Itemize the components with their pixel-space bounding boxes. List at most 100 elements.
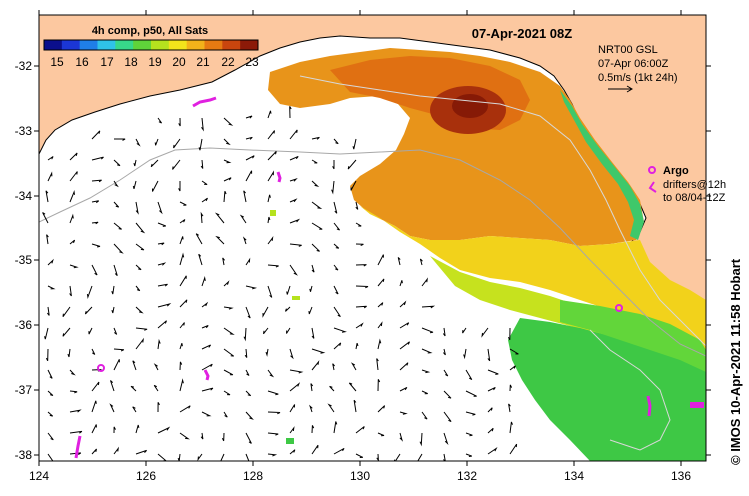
current-vector-arrow xyxy=(223,177,232,182)
current-vectors xyxy=(42,106,519,461)
current-vector-arrow xyxy=(267,285,273,298)
current-vector-arrow xyxy=(333,201,338,214)
sst-speck xyxy=(286,438,294,444)
current-vector-arrow xyxy=(111,285,115,295)
current-vector-arrow xyxy=(91,156,104,161)
current-vector-arrow xyxy=(109,403,115,413)
current-vector-arrow xyxy=(509,348,519,355)
current-vector-arrow xyxy=(332,363,335,371)
current-vector-arrow xyxy=(69,285,72,297)
argo-float-marker xyxy=(615,304,623,312)
current-vector-arrow xyxy=(157,426,171,434)
current-vector-arrow xyxy=(179,343,183,350)
sst-warm-region xyxy=(268,48,644,246)
current-vector-arrow xyxy=(399,386,408,392)
colorbar-title: 4h comp, p50, All Sats xyxy=(92,25,208,37)
current-vector-arrow xyxy=(267,390,279,396)
bathymetry-contour xyxy=(39,147,706,357)
current-vector-arrow xyxy=(179,275,187,287)
current-vector-arrow xyxy=(178,181,181,192)
current-vector-arrow xyxy=(179,432,190,440)
current-vector-arrow xyxy=(47,432,54,441)
current-vector-arrow xyxy=(311,327,315,339)
current-vector-arrow xyxy=(355,222,362,227)
current-vector-arrow xyxy=(377,338,382,350)
current-vector-arrow xyxy=(69,264,79,269)
current-vector-arrow xyxy=(132,406,137,413)
current-vector-arrow xyxy=(443,453,446,461)
current-vector-arrow xyxy=(135,222,146,234)
current-vector-arrow xyxy=(47,411,54,417)
current-vector-arrow xyxy=(113,222,122,230)
current-vector-arrow xyxy=(377,321,383,329)
current-vector-arrow xyxy=(443,348,446,356)
colorbar-frame xyxy=(43,39,259,51)
current-vector-arrow xyxy=(267,235,274,245)
current-vector-arrow xyxy=(91,381,100,392)
current-vector-arrow xyxy=(377,379,381,392)
current-vector-arrow xyxy=(84,306,93,315)
current-vector-arrow xyxy=(245,453,250,461)
current-vector-arrow xyxy=(333,264,339,271)
colorbar-swatch xyxy=(97,40,116,50)
current-vector-arrow xyxy=(311,159,318,164)
colorbar-swatch xyxy=(240,40,259,50)
current-vector-arrow xyxy=(377,254,384,266)
current-vector-arrow xyxy=(421,327,434,334)
current-vector-arrow xyxy=(350,362,357,371)
current-vector-arrow xyxy=(91,200,100,204)
current-vector-arrow xyxy=(69,152,78,161)
current-vector-arrow xyxy=(201,387,214,392)
current-vector-arrow xyxy=(46,234,49,245)
current-vector-arrow xyxy=(179,322,185,329)
current-vector-arrow xyxy=(91,130,101,140)
current-vector-arrow xyxy=(179,405,191,413)
current-vector-arrow xyxy=(289,449,296,455)
current-vector-arrow xyxy=(179,252,185,266)
current-vector-arrow xyxy=(223,327,235,335)
current-vector-arrow xyxy=(267,432,279,436)
argo-legend: Argo drifters@12h to 08/04-12Z xyxy=(648,165,726,204)
x-tick-label: 132 xyxy=(457,469,477,483)
current-vector-arrow xyxy=(355,243,364,247)
current-vector-arrow xyxy=(157,283,168,287)
current-vector-arrow xyxy=(197,453,203,461)
current-vector-arrow xyxy=(179,361,183,371)
current-vector-arrow xyxy=(245,155,255,161)
colorbar-swatch xyxy=(115,40,134,50)
current-vector-arrow xyxy=(263,327,269,335)
current-info-line: 07-Apr 06:00Z xyxy=(598,58,669,70)
current-vector-arrow xyxy=(286,327,291,334)
current-vector-arrow xyxy=(465,411,476,416)
current-vector-arrow xyxy=(333,421,338,434)
current-vector-arrow xyxy=(157,201,163,215)
current-vector-arrow xyxy=(47,306,50,316)
current-vector-arrow xyxy=(178,117,181,127)
current-vector-arrow xyxy=(114,138,126,141)
current-vector-arrow xyxy=(242,236,247,245)
current-vector-arrow xyxy=(333,243,340,249)
current-vector-arrow xyxy=(333,306,341,318)
current-vector-arrow xyxy=(135,243,145,251)
current-vector-arrow xyxy=(311,222,323,230)
current-vector-arrow xyxy=(157,117,163,124)
current-vector-arrow xyxy=(69,171,78,182)
current-vector-arrow xyxy=(222,257,225,266)
current-vector-arrow xyxy=(201,301,209,308)
current-vector-arrow xyxy=(245,115,253,119)
current-vector-arrow xyxy=(286,285,291,295)
current-vector-arrow xyxy=(399,411,408,415)
current-vector-arrow xyxy=(267,369,275,378)
current-vector-arrow xyxy=(69,409,82,413)
current-vector-arrow xyxy=(333,342,342,350)
current-vector-arrow xyxy=(442,327,446,337)
current-vector-arrow xyxy=(377,405,386,413)
current-vector-arrow xyxy=(421,411,428,420)
current-vector-arrow xyxy=(88,327,93,335)
current-vector-arrow xyxy=(333,222,340,231)
argo-float-track xyxy=(276,171,282,183)
colorbar-swatch xyxy=(222,40,241,50)
current-vector-arrow xyxy=(44,327,49,340)
current-vector-arrow xyxy=(47,390,54,396)
colorbar-tick: 16 xyxy=(75,55,89,69)
